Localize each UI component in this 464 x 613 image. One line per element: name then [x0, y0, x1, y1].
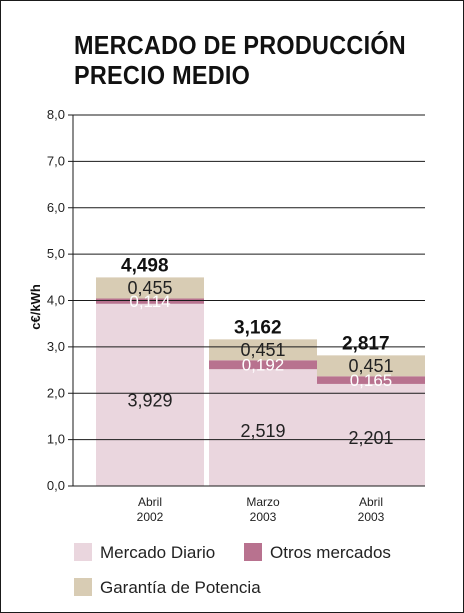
total-label-cat-3: 2,817: [342, 333, 390, 354]
bar-segment-1-cat-2: [209, 369, 317, 486]
legend-swatch-1: [74, 543, 92, 561]
bar-segment-1-cat-3: [317, 383, 425, 486]
category-label-3-line-2: 2003: [358, 510, 385, 524]
segment-label-3-cat-3: 0,451: [348, 356, 393, 376]
segment-label-1-cat-3: 2,201: [348, 428, 393, 448]
legend-label-3: Garantía de Potencia: [100, 578, 261, 597]
total-label-cat-2: 3,162: [234, 317, 282, 338]
y-tick-label-3: 3,0: [47, 339, 65, 354]
y-tick-label-1: 1,0: [47, 432, 65, 447]
segment-label-2-cat-1: 0,114: [129, 292, 170, 311]
y-tick-label-2: 2,0: [47, 385, 65, 400]
total-label-cat-1: 4,498: [121, 255, 169, 276]
segment-label-1-cat-2: 2,519: [240, 421, 285, 441]
category-label-2-line-2: 2003: [250, 510, 277, 524]
y-tick-label-8: 8,0: [47, 107, 65, 122]
segment-label-3-cat-1: 0,455: [127, 278, 172, 298]
legend-swatch-2: [244, 543, 262, 561]
chart-title-line-2: PRECIO MEDIO: [74, 60, 251, 90]
y-tick-label-4: 4,0: [47, 293, 65, 308]
segment-label-3-cat-2: 0,451: [240, 340, 285, 360]
category-label-3-line-1: Abril: [359, 495, 383, 509]
segment-label-2-cat-3: 0,165: [350, 371, 393, 390]
legend-label-1: Mercado Diario: [100, 543, 215, 562]
bar-segment-2-cat-2: [209, 360, 317, 370]
bar-segment-3-cat-2: [209, 339, 317, 361]
bar-segment-3-cat-3: [317, 355, 425, 377]
bar-segment-3-cat-1: [96, 277, 204, 299]
category-label-1-line-2: 2002: [137, 510, 164, 524]
y-tick-label-7: 7,0: [47, 153, 65, 168]
segment-label-1-cat-1: 3,929: [127, 390, 172, 410]
legend-label-2: Otros mercados: [270, 543, 391, 562]
legend-swatch-3: [74, 578, 92, 596]
bar-segment-1-cat-1: [96, 303, 204, 486]
category-label-1-line-1: Abril: [138, 495, 162, 509]
chart-title-line-1: MERCADO DE PRODUCCIÓN: [74, 30, 406, 60]
category-label-2-line-1: Marzo: [246, 495, 280, 509]
y-tick-label-0: 0,0: [47, 478, 65, 493]
y-axis-label: c€/kWh: [28, 284, 43, 330]
segment-label-2-cat-2: 0,192: [242, 356, 285, 375]
y-tick-label-5: 5,0: [47, 246, 65, 261]
bar-segment-2-cat-1: [96, 298, 204, 304]
y-tick-label-6: 6,0: [47, 200, 65, 215]
bar-segment-2-cat-3: [317, 376, 425, 384]
